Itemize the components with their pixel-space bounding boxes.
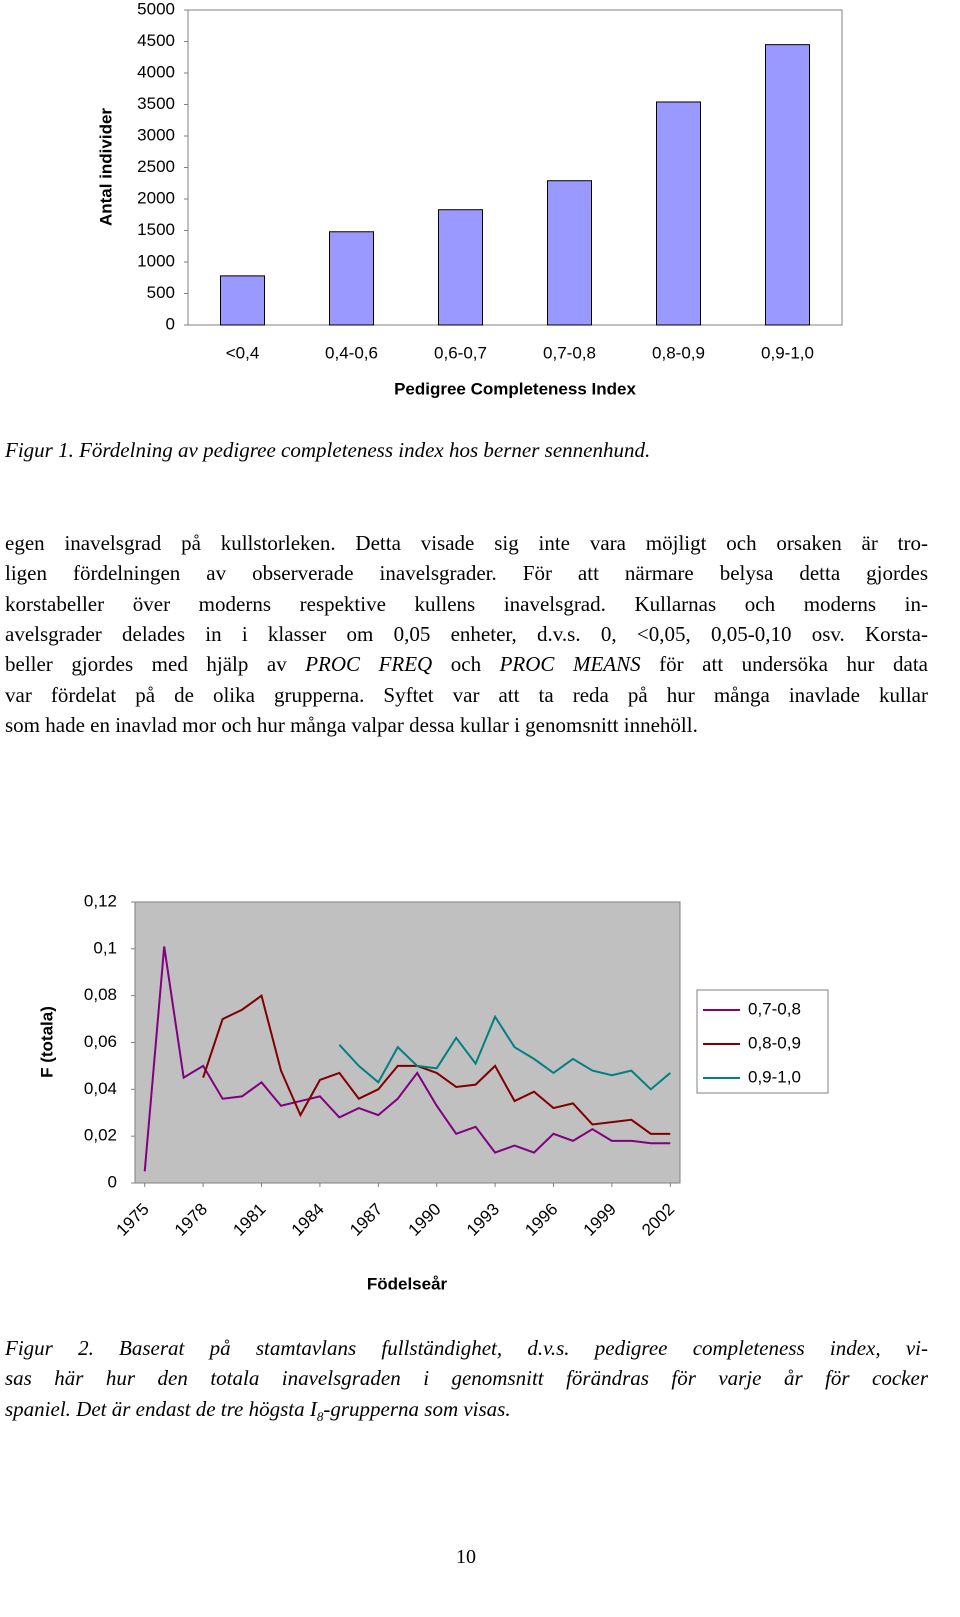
y-axis-label: F (totala) bbox=[37, 1006, 56, 1078]
text-span: korstabeller över moderns respektive kul… bbox=[5, 591, 928, 616]
y-tick-label: 3000 bbox=[137, 125, 175, 144]
y-tick-label: 1000 bbox=[137, 251, 175, 270]
y-tick-label: 4500 bbox=[137, 31, 175, 50]
figure-caption: Figur 1. Fördelning av pedigree complete… bbox=[5, 438, 651, 462]
plot-area bbox=[187, 9, 843, 326]
y-tick-label: 0 bbox=[166, 314, 175, 333]
text-line: Figur 2. Baserat på stamtavlans fullstän… bbox=[5, 1335, 928, 1361]
text-line: beller gjordes med hjälp av PROC FREQ oc… bbox=[5, 651, 928, 677]
series-line bbox=[143, 946, 671, 1172]
y-axis-label: Antal individer bbox=[96, 108, 115, 226]
x-axis-label: Födelseår bbox=[367, 1274, 448, 1293]
bar bbox=[765, 44, 810, 326]
y-tick-label: 0,08 bbox=[84, 985, 117, 1004]
x-tick-label: 1975 bbox=[113, 1200, 153, 1240]
plot-area bbox=[134, 901, 681, 1184]
x-tick-label: 2002 bbox=[638, 1200, 678, 1240]
text-line: som hade en inavlad mor och hur många va… bbox=[5, 712, 928, 738]
text-span: spaniel. Det är endast de tre högsta I bbox=[5, 1396, 317, 1421]
x-tick-label: 1981 bbox=[229, 1200, 269, 1240]
bar bbox=[547, 180, 592, 326]
text-span: egen inavelsgrad på kullstorleken. Detta… bbox=[5, 531, 928, 555]
text-line: korstabeller över moderns respektive kul… bbox=[5, 591, 928, 617]
x-tick-label: 0,6-0,7 bbox=[434, 343, 487, 362]
page-number: 10 bbox=[456, 1546, 476, 1568]
y-tick-label: 0,06 bbox=[84, 1032, 117, 1051]
text-line: sas här hur den totala inavelsgraden i g… bbox=[5, 1365, 928, 1391]
y-tick-label: 0 bbox=[108, 1172, 117, 1191]
text-span: som hade en inavlad mor och hur många va… bbox=[5, 712, 698, 737]
x-tick-label: 1987 bbox=[346, 1200, 386, 1240]
x-tick-label: 0,4-0,6 bbox=[325, 343, 378, 362]
text-span: var fördelat på de olika grupperna. Syft… bbox=[5, 682, 928, 707]
bar bbox=[656, 101, 701, 326]
y-tick-label: 0,04 bbox=[84, 1079, 117, 1098]
y-tick-label: 2500 bbox=[137, 157, 175, 176]
y-tick-label: 2000 bbox=[137, 188, 175, 207]
x-tick-label: <0,4 bbox=[226, 343, 260, 362]
legend-label: 0,9-1,0 bbox=[748, 1067, 801, 1086]
text-span: avelsgrader delades in i klasser om 0,05… bbox=[5, 621, 928, 646]
text-span: PROC FREQ bbox=[305, 652, 433, 677]
text-span: och bbox=[432, 652, 500, 677]
x-axis-label: Pedigree Completeness Index bbox=[394, 379, 636, 398]
text-span: -grupperna som visas. bbox=[323, 1396, 511, 1421]
text-span: för att undersöka hur data bbox=[640, 652, 929, 677]
text-span: 8 bbox=[316, 1408, 324, 1424]
bar bbox=[329, 231, 374, 326]
text-span: sas här hur den totala inavelsgraden i g… bbox=[5, 1366, 928, 1391]
text-span: PROC MEANS bbox=[499, 652, 641, 677]
text-line: var fördelat på de olika grupperna. Syft… bbox=[5, 682, 928, 708]
chart-1: 0 500 1000 1500 2000 2500 3000 3500 4000 4500 5000… bbox=[96, 0, 843, 398]
series-line bbox=[338, 1014, 671, 1091]
y-tick-label: 500 bbox=[147, 283, 175, 302]
series-line bbox=[202, 994, 671, 1135]
text-span: ligen fördelningen av observerade inavel… bbox=[5, 561, 928, 586]
legend-label: 0,7-0,8 bbox=[748, 999, 801, 1018]
text-span: Figur 2. Baserat på stamtavlans fullstän… bbox=[5, 1336, 928, 1360]
x-tick-label: 1990 bbox=[405, 1200, 445, 1240]
y-tick-label: 4000 bbox=[137, 62, 175, 81]
x-tick-label: 1984 bbox=[288, 1200, 328, 1240]
legend bbox=[696, 989, 829, 1094]
bar bbox=[220, 275, 265, 326]
x-tick-label: 0,8-0,9 bbox=[652, 343, 705, 362]
y-tick-label: 0,12 bbox=[84, 891, 117, 910]
x-tick-label: 1978 bbox=[171, 1200, 211, 1240]
text-line: spaniel. Det är endast de tre högsta I8-… bbox=[5, 1396, 928, 1424]
text-line: avelsgrader delades in i klasser om 0,05… bbox=[5, 621, 928, 647]
y-tick-label: 0,02 bbox=[84, 1126, 117, 1145]
x-tick-label: 1993 bbox=[463, 1200, 503, 1240]
x-tick-label: 1999 bbox=[580, 1200, 620, 1240]
text-line: egen inavelsgrad på kullstorleken. Detta… bbox=[5, 530, 928, 556]
y-tick-label: 3500 bbox=[137, 94, 175, 113]
legend-label: 0,8-0,9 bbox=[748, 1033, 801, 1052]
bar bbox=[438, 209, 483, 326]
x-tick-label: 1996 bbox=[521, 1200, 561, 1240]
chart-2: 0 0,02 0,04 0,06 0,08 0,1 0,12 1975 1978 1981 1984… bbox=[37, 891, 829, 1293]
x-tick-label: 0,7-0,8 bbox=[543, 343, 596, 362]
y-tick-label: 0,1 bbox=[93, 938, 117, 957]
text-line: ligen fördelningen av observerade inavel… bbox=[5, 560, 928, 586]
x-tick-label: 0,9-1,0 bbox=[761, 343, 814, 362]
text-span: beller gjordes med hjälp av bbox=[5, 652, 306, 677]
y-tick-label: 1500 bbox=[137, 220, 175, 239]
y-tick-label: 5000 bbox=[137, 0, 175, 18]
